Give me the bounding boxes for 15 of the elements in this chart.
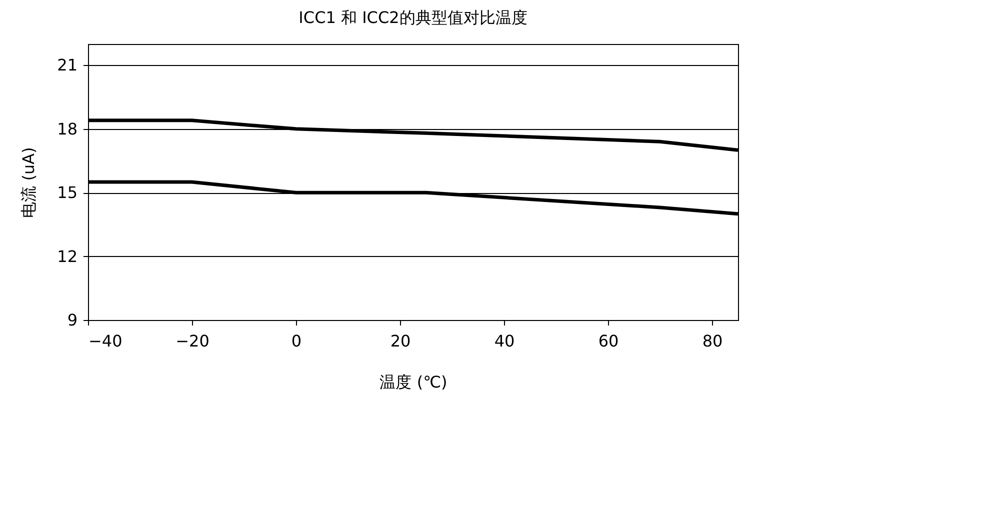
x-tick-label: −20 bbox=[176, 332, 210, 350]
chart-title: ICC1 和 ICC2的典型值对比温度 bbox=[298, 8, 528, 27]
y-tick-label: 9 bbox=[67, 310, 78, 330]
x-tick-label: 60 bbox=[598, 332, 619, 350]
x-tick-label: 80 bbox=[702, 332, 723, 350]
y-tick-label: 18 bbox=[57, 119, 78, 138]
x-tick-label: 0 bbox=[291, 332, 302, 350]
x-tick-label: 40 bbox=[494, 332, 515, 350]
x-axis-title: 温度 (℃) bbox=[380, 372, 448, 392]
y-axis-title: 电流 (uA) bbox=[19, 147, 38, 218]
y-tick-label: 15 bbox=[57, 183, 78, 202]
y-tick-label: 12 bbox=[57, 246, 78, 266]
x-tick-label: −40 bbox=[88, 332, 122, 350]
x-tick-label: 20 bbox=[390, 332, 411, 350]
y-tick-label: 21 bbox=[57, 56, 78, 75]
